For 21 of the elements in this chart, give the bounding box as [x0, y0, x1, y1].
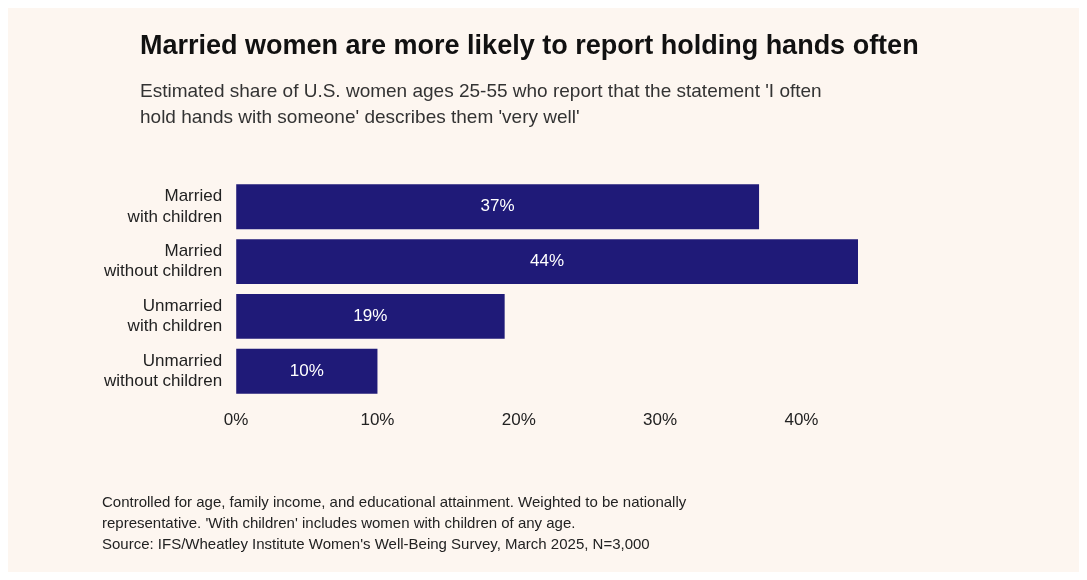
data-label: 37% — [480, 196, 515, 216]
y-tick-label: Unmarried without children — [103, 350, 223, 391]
bar — [236, 293, 505, 339]
x-tick-label: 40% — [784, 410, 819, 430]
bar — [236, 184, 760, 230]
x-tick-label: 0% — [223, 410, 249, 430]
x-tick-label: 10% — [360, 410, 395, 430]
data-label: 44% — [530, 251, 565, 271]
chart-subtitle: Estimated share of U.S. women ages 25-55 who report that the statement 'I often hold hands with someone' describes them 'very well' — [140, 79, 823, 129]
data-label: 10% — [289, 360, 324, 380]
data-label: 19% — [353, 306, 388, 326]
y-tick-label: Married without children — [103, 241, 223, 281]
bar — [236, 239, 858, 285]
x-tick-label: 30% — [643, 410, 678, 430]
bar — [236, 348, 378, 394]
x-tick-label: 20% — [501, 410, 536, 430]
chart-title: Married women are more likely to report holding hands often — [140, 30, 919, 61]
y-tick-label: Unmarried with children — [126, 295, 223, 336]
y-tick-label: Married with children — [126, 186, 223, 226]
source-note: Source: IFS/Wheatley Institute Women's Well-Being Survey, March 2025, N=3,000 — [102, 534, 651, 554]
text: Controlled for age, family income, and educational attainment. Weighted to be nationally representative. 'With children' includes women with children of any age. — [102, 492, 688, 533]
